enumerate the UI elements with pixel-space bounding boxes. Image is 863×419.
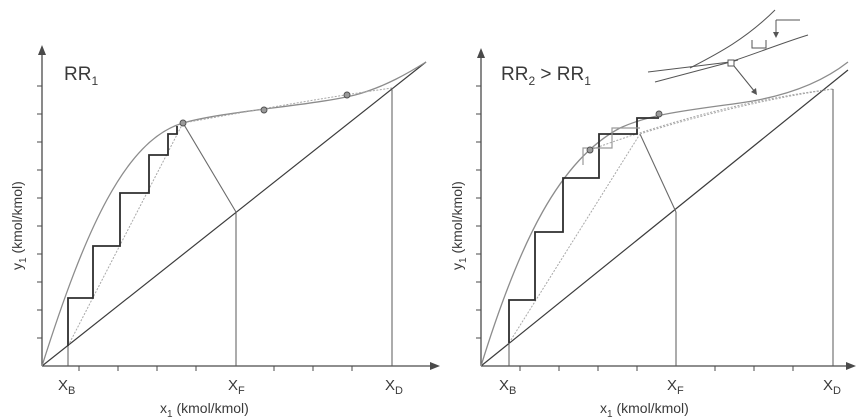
left-x-axis-label: x1 (kmol/kmol) xyxy=(160,400,249,419)
right-y-axis-label: y1 (kmol/kmol) xyxy=(449,181,469,270)
left-xb-label: XB xyxy=(58,377,75,397)
right-panel: RR2 > RR1 y1 (kmol/kmol) XB XF XD x1 (km… xyxy=(449,9,856,419)
right-rectifying-line xyxy=(589,88,834,151)
right-rectifying-line-alt xyxy=(639,88,834,135)
left-y-ticks xyxy=(37,85,42,339)
left-tangent-point xyxy=(260,106,268,114)
left-panel-label: RR1 xyxy=(64,64,98,88)
right-pinch-point xyxy=(655,110,663,118)
right-xd-label: XD xyxy=(823,377,841,397)
left-x-ticks xyxy=(78,366,353,371)
left-tangent-point xyxy=(343,91,351,99)
right-x-ticks xyxy=(519,366,794,371)
right-x-axis-label: x1 (kmol/kmol) xyxy=(600,400,689,419)
right-stage-steps-secondary xyxy=(582,127,640,165)
inset-upper-line xyxy=(729,34,809,63)
left-stage-steps xyxy=(67,126,178,346)
right-feed-line xyxy=(639,133,677,213)
right-y-axis-arrow xyxy=(477,48,485,58)
right-diagonal-line xyxy=(480,69,849,367)
left-equilibrium-curve xyxy=(41,61,427,367)
inset-pinch-marker xyxy=(727,59,735,67)
right-x-axis-arrow xyxy=(846,362,856,370)
right-xb-label: XB xyxy=(499,377,516,397)
left-stripping-line xyxy=(67,122,184,347)
inset-pointer-head xyxy=(751,88,757,95)
right-stripping-line xyxy=(508,133,641,344)
left-diagonal-line xyxy=(41,61,427,367)
inset-curve xyxy=(689,9,776,69)
inset-pointer xyxy=(733,65,756,93)
inset-tangent-line xyxy=(647,61,731,73)
left-rectifying-line xyxy=(182,87,393,124)
left-xf-label: XF xyxy=(228,377,245,397)
left-feed-line xyxy=(182,122,237,213)
right-y-ticks xyxy=(476,85,481,339)
left-xd-label: XD xyxy=(385,377,403,397)
inset-steps xyxy=(751,40,767,49)
left-pinch-point xyxy=(179,119,187,127)
left-panel: RR1 y1 (kmol/kmol) XB XF XD x1 (kmol/kmo… xyxy=(9,45,440,419)
right-equilibrium-curve xyxy=(480,61,849,367)
right-stage-steps xyxy=(508,117,659,343)
left-y-axis-label: y1 (kmol/kmol) xyxy=(9,181,29,270)
right-pinch-point xyxy=(586,146,594,154)
inset-operating-line xyxy=(654,59,739,83)
left-x-axis-arrow xyxy=(430,362,440,370)
left-y-axis-arrow xyxy=(38,45,46,55)
right-xf-label: XF xyxy=(667,377,684,397)
inset-arrow-head xyxy=(773,32,779,38)
tangent-pinch-inset xyxy=(647,9,809,95)
right-panel-label: RR2 > RR1 xyxy=(501,64,591,88)
